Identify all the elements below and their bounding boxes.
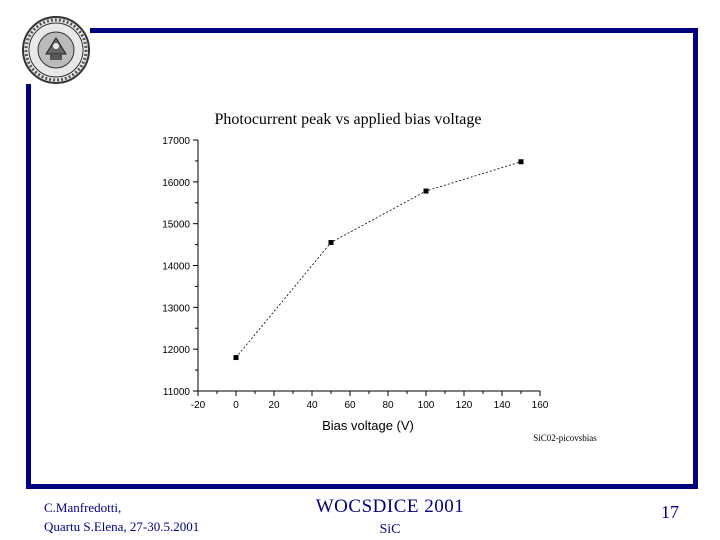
x-tick-label: -20 bbox=[191, 400, 206, 411]
slide-frame-bottom bbox=[26, 484, 698, 489]
x-tick-label: 160 bbox=[532, 400, 549, 411]
x-tick-label: 140 bbox=[494, 400, 511, 411]
x-tick-label: 100 bbox=[418, 400, 435, 411]
footer-conference-block: WOCSDICE 2001 SiC bbox=[300, 496, 480, 538]
y-tick-label: 15000 bbox=[162, 220, 190, 231]
footer-author-block: C.Manfredotti, Quartu S.Elena, 27-30.5.2… bbox=[44, 498, 199, 536]
x-tick-label: 120 bbox=[456, 400, 473, 411]
footer-conference: WOCSDICE 2001 bbox=[315, 496, 465, 517]
data-point bbox=[518, 159, 524, 165]
x-tick-label: 0 bbox=[233, 400, 239, 411]
data-point bbox=[233, 355, 239, 361]
x-tick-label: 80 bbox=[382, 400, 394, 411]
slide-frame-left bbox=[26, 84, 31, 489]
footer-subject: SiC bbox=[379, 522, 401, 537]
x-axis-label: Bias voltage (V) bbox=[322, 418, 414, 433]
x-tick-label: 40 bbox=[306, 400, 318, 411]
slide-frame-right bbox=[693, 28, 698, 489]
x-tick-label: 20 bbox=[268, 400, 280, 411]
footer-location-date: Quartu S.Elena, 27-30.5.2001 bbox=[44, 519, 200, 534]
y-tick-label: 11000 bbox=[163, 387, 191, 398]
y-tick-label: 16000 bbox=[162, 178, 190, 189]
y-tick-label: 17000 bbox=[162, 136, 190, 147]
chart-ticks: 11000 12000 13000 14000 15000 16000 17000 -20 0 2… bbox=[162, 136, 549, 411]
chart-title: Photocurrent peak vs applied bias voltag… bbox=[214, 111, 481, 128]
chart-axes bbox=[197, 140, 540, 392]
data-point bbox=[328, 239, 334, 245]
y-tick-label: 13000 bbox=[162, 303, 190, 314]
slide-frame-top bbox=[90, 28, 698, 33]
source-label: SiC02-picovsbias bbox=[533, 433, 597, 443]
page-number: 17 bbox=[661, 502, 679, 522]
data-point bbox=[423, 188, 429, 194]
footer-author: C.Manfredotti, bbox=[44, 500, 122, 515]
university-seal-icon bbox=[22, 16, 90, 84]
chart-series bbox=[233, 159, 524, 361]
y-tick-label: 14000 bbox=[162, 262, 190, 273]
y-tick-label: 12000 bbox=[162, 345, 190, 356]
x-tick-label: 60 bbox=[344, 400, 356, 411]
series-line bbox=[235, 161, 522, 358]
